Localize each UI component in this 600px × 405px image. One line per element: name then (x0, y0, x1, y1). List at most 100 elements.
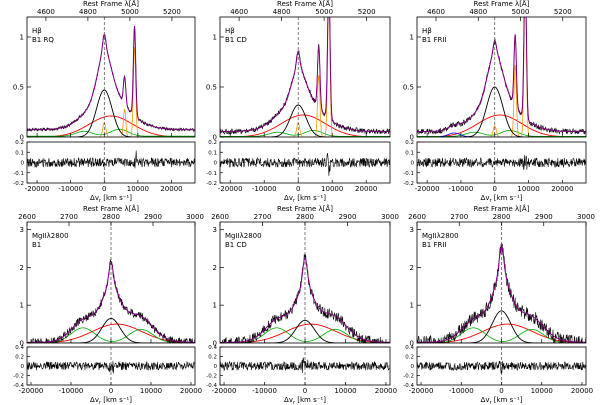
x-axis-label-units: [km s⁻¹] (295, 396, 326, 404)
residual-y-tick-label: -0.4 (403, 383, 414, 389)
top-axis-tick-label: 2800 (493, 213, 511, 221)
residual-y-tick-label: -0.2 (206, 181, 217, 187)
x-tick-label: 10000 (517, 185, 539, 193)
broad-component-curve (27, 89, 195, 137)
feii-template-curve (417, 129, 586, 137)
residual-spectrum (220, 152, 390, 176)
x-tick-label: -10000 (59, 387, 84, 395)
main-y-tick-label: 3 (20, 226, 24, 234)
top-axis-tick-label: 2600 (408, 213, 426, 221)
residual-y-tick-label: -0.4 (206, 383, 217, 389)
main-y-tick-label: 0.5 (206, 84, 217, 92)
sample-label: B1 RQ (32, 36, 54, 44)
top-axis-tick-label: 5200 (554, 8, 572, 16)
observed-spectrum (417, 17, 586, 135)
main-y-tick-label: 2 (20, 264, 24, 272)
top-axis-tick-label: 2800 (296, 213, 314, 221)
residual-y-tick-label: -0.4 (13, 383, 24, 389)
residual-spectrum (27, 360, 195, 374)
residual-y-tick-label: 0.2 (405, 355, 414, 361)
residual-y-tick-label: -0.2 (403, 374, 414, 380)
x-axis-label-symbol: Δv (284, 396, 293, 404)
top-axis-tick-label: 2800 (102, 213, 120, 221)
x-axis-label: Δvr [km s⁻¹] (90, 396, 132, 405)
top-axis-tick-label: 2900 (144, 213, 162, 221)
residual-y-tick-label: 0.2 (15, 140, 24, 146)
residual-plot-area (27, 360, 195, 374)
top-axis-label: Rest Frame λ[Å] (83, 204, 139, 213)
x-axis-label-symbol: Δv (481, 396, 490, 404)
x-axis-label-symbol: Δv (90, 396, 99, 404)
total-fit-curve (417, 17, 586, 133)
sample-label: B1 CD (225, 36, 247, 44)
residual-y-tick-label: 0 (21, 161, 25, 167)
x-axis-label-units: [km s⁻¹] (492, 194, 523, 202)
main-plot-area (27, 25, 195, 137)
x-tick-label: 0 (303, 387, 307, 395)
main-y-tick-label: 1 (213, 302, 217, 310)
x-tick-label: 0 (102, 185, 106, 193)
top-axis-tick-label: 5200 (358, 8, 376, 16)
top-axis-label: Rest Frame λ[Å] (83, 0, 139, 8)
residual-y-tick-label: -0.1 (206, 171, 217, 177)
top-axis-tick-label: 3000 (577, 213, 595, 221)
residual-spectrum (27, 150, 195, 169)
residual-y-tick-label: -0.2 (13, 374, 24, 380)
x-axis-label: Δvr [km s⁻¹] (284, 396, 326, 405)
residual-y-tick-label: 0.4 (405, 345, 414, 351)
x-tick-label: 20000 (160, 185, 182, 193)
sample-label: B1 FRII (422, 36, 447, 44)
x-tick-label: 10000 (140, 387, 162, 395)
main-y-tick-label: 3 (410, 226, 414, 234)
residual-y-tick-label: -0.2 (403, 181, 414, 187)
top-axis-tick-label: 2900 (339, 213, 357, 221)
residual-y-tick-label: 0.1 (208, 150, 217, 156)
x-tick-label: 10000 (334, 387, 356, 395)
top-axis-tick-label: 2700 (254, 213, 272, 221)
x-tick-label: -20000 (25, 185, 50, 193)
x-tick-label: 10000 (321, 185, 343, 193)
blue-component-curve (417, 132, 586, 137)
x-tick-label: -10000 (449, 387, 474, 395)
x-tick-label: 20000 (571, 387, 593, 395)
x-tick-label: -10000 (58, 185, 83, 193)
x-axis-label: Δvr [km s⁻¹] (481, 194, 523, 204)
top-axis-tick-label: 3000 (186, 213, 204, 221)
x-tick-label: 0 (499, 387, 503, 395)
broad-component-curve (220, 319, 390, 343)
x-axis-label-subscript: r (293, 400, 296, 405)
residual-y-tick-label: 0.4 (208, 345, 217, 351)
x-tick-label: 20000 (180, 387, 202, 395)
x-tick-label: 20000 (355, 185, 377, 193)
x-tick-label: -10000 (252, 185, 277, 193)
line-label: MgIIλ2800 (32, 232, 69, 240)
x-tick-label: 20000 (375, 387, 397, 395)
residual-y-tick-label: 0.1 (405, 150, 414, 156)
residual-y-tick-label: -0.2 (13, 181, 24, 187)
x-axis-label-subscript: r (489, 198, 492, 204)
x-axis-label: Δvr [km s⁻¹] (90, 194, 132, 204)
residual-y-tick-label: 0.4 (15, 345, 24, 351)
broad-component-curve (417, 86, 586, 137)
main-y-tick-label: 1 (410, 34, 414, 42)
residual-plot-area (220, 152, 390, 176)
top-axis-tick-label: 5000 (315, 8, 333, 16)
x-axis-label-units: [km s⁻¹] (101, 396, 132, 404)
residual-y-tick-label: 0 (21, 364, 25, 370)
residual-y-tick-label: 0 (214, 364, 218, 370)
residual-y-tick-label: 0.2 (208, 355, 217, 361)
x-axis-label-units: [km s⁻¹] (492, 396, 523, 404)
top-axis-tick-label: 4600 (37, 8, 55, 16)
x-tick-label: 10000 (127, 185, 149, 193)
top-axis-tick-label: 5200 (163, 8, 181, 16)
x-axis-label-units: [km s⁻¹] (101, 194, 132, 202)
x-axis-label-subscript: r (99, 198, 102, 204)
x-axis-label-symbol: Δv (90, 194, 99, 202)
total-fit-curve (417, 245, 586, 343)
sample-label: B1 (32, 241, 41, 249)
main-y-tick-label: 0 (213, 134, 217, 142)
residual-y-tick-label: 0 (411, 161, 415, 167)
panel-2: 4600 4800 5000 5200 Rest Frame λ[Å] -20000 -10… (206, 0, 391, 204)
